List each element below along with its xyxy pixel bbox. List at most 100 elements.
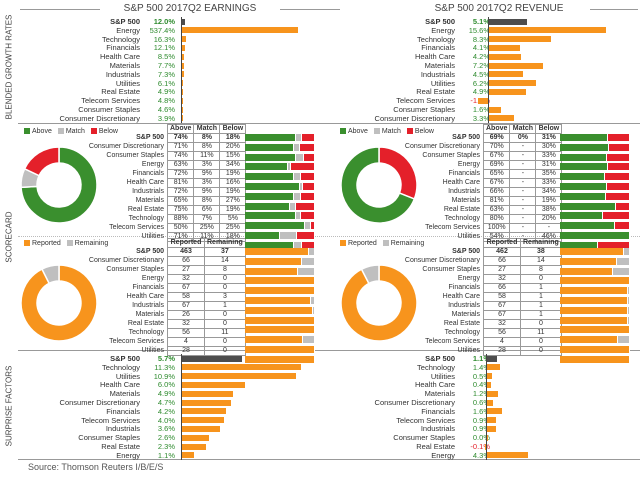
bar <box>182 381 245 388</box>
bar <box>182 443 207 450</box>
row-value: 6.2% <box>472 78 490 88</box>
remaining-segment <box>628 316 630 324</box>
row-label: Consumer Discretionary <box>374 398 455 407</box>
row-label: Utilities <box>115 78 140 88</box>
table-cell: 5% <box>219 214 247 224</box>
stacked-bar <box>560 183 630 190</box>
reported-segment <box>560 316 629 324</box>
row-value: 7.2% <box>472 61 490 70</box>
above-label: Above <box>32 128 52 135</box>
row-label: Energy <box>431 450 455 460</box>
below-segment <box>297 232 315 239</box>
row-value: 5.7% <box>157 354 175 363</box>
reported-slice <box>340 264 418 342</box>
scorecard-divider <box>18 236 640 237</box>
abm-legend-revenue: Above Match Below <box>336 128 434 135</box>
table-cell: 19% <box>219 169 247 179</box>
remaining-segment <box>613 267 630 275</box>
stacked-bar <box>245 346 315 353</box>
table-row: Consumer Staples 27 8 <box>398 265 562 275</box>
stacked-bar <box>245 153 315 161</box>
stacked-bar <box>560 277 630 285</box>
bar <box>487 390 499 397</box>
below-segment <box>597 241 630 249</box>
table-cell: - <box>509 160 537 170</box>
stacked-bar <box>560 248 630 255</box>
row-value: 7.3% <box>157 69 175 79</box>
table-cell: 0 <box>520 337 562 347</box>
row-value: 1.6% <box>472 105 490 114</box>
row-label: Telecom Services <box>109 338 164 345</box>
row-label: Utilities <box>141 347 164 354</box>
row-label: S&P 500 <box>136 248 164 255</box>
above-segment <box>560 202 617 210</box>
row-label: Consumer Discretionary <box>59 398 140 407</box>
table-cell: 28 <box>167 346 205 356</box>
bar <box>182 355 242 362</box>
table-row: S&P 500 462 38 <box>398 247 562 257</box>
above-segment <box>245 134 296 141</box>
table-cell: 32 <box>483 319 521 329</box>
table-cell: 9% <box>193 187 221 197</box>
table-row: Health Care 58 3 <box>82 292 246 302</box>
stacked-bar <box>245 355 315 363</box>
below-segment <box>605 192 630 200</box>
row-label: Telecom Services <box>425 338 480 345</box>
row-label: Consumer Discretionary <box>88 143 164 150</box>
bar <box>489 27 606 34</box>
column-header: Match <box>509 124 537 134</box>
bar <box>487 417 496 424</box>
revenue-reported-donut <box>340 264 418 342</box>
match-swatch <box>373 128 380 135</box>
stacked-bar <box>560 212 630 220</box>
zero-axis <box>181 354 182 460</box>
row-label: Financials <box>132 170 164 177</box>
bar <box>487 408 503 415</box>
table-cell: 58 <box>167 292 205 302</box>
table-cell: 33% <box>535 178 563 188</box>
bar <box>487 434 488 441</box>
stacked-bar <box>245 202 315 210</box>
row-label: Utilities <box>430 371 455 381</box>
table-cell: 50% <box>166 223 195 233</box>
row-label: Consumer Discretionary <box>374 113 455 123</box>
table-cell: 20% <box>535 214 563 224</box>
scorecard-table: Above Match Below S&P 500 74% 8% 18% Consumer D… <box>82 124 247 242</box>
row-value: 3.9% <box>157 113 175 123</box>
table-cell: 19% <box>219 205 247 215</box>
below-segment <box>300 143 315 151</box>
reported-segment <box>245 306 314 314</box>
table-cell: 31% <box>535 133 563 143</box>
match-segment <box>294 173 302 181</box>
row-label: Consumer Staples <box>393 105 455 114</box>
bar <box>489 80 536 87</box>
row-label: Health Care <box>442 179 480 186</box>
match-swatch <box>57 128 64 135</box>
row-label: Consumer Staples <box>422 266 480 273</box>
below-segment <box>603 212 630 220</box>
table-cell: 27 <box>167 265 205 275</box>
remaining-segment <box>628 306 630 314</box>
above-label: Above <box>348 128 368 135</box>
row-label: Materials <box>135 197 164 204</box>
earnings-reported-table: Reported Remaining S&P 500 463 37 Consumer Di… <box>82 238 246 356</box>
table-cell: 35% <box>535 169 563 179</box>
below-slice <box>23 146 60 177</box>
table-row: Telecom Services 100% - - <box>398 223 563 233</box>
below-segment <box>301 134 316 141</box>
bar <box>489 106 501 113</box>
row-label: Energy <box>431 25 455 35</box>
reported-segment <box>245 346 315 353</box>
earnings-title: S&P 500 2017Q2 EARNINGS <box>123 3 257 14</box>
row-label: Energy <box>141 275 164 282</box>
above-swatch <box>24 128 30 135</box>
table-cell: 80% <box>482 214 511 224</box>
section-divider <box>18 459 640 460</box>
abm-legend-earnings: Above Match Below <box>20 128 118 135</box>
row-value: 4.2% <box>157 406 175 416</box>
match-segment <box>300 183 304 190</box>
reported-swatch <box>24 240 30 247</box>
bar <box>487 355 498 362</box>
row-value: 4.0% <box>157 415 175 425</box>
above-segment <box>560 192 606 200</box>
